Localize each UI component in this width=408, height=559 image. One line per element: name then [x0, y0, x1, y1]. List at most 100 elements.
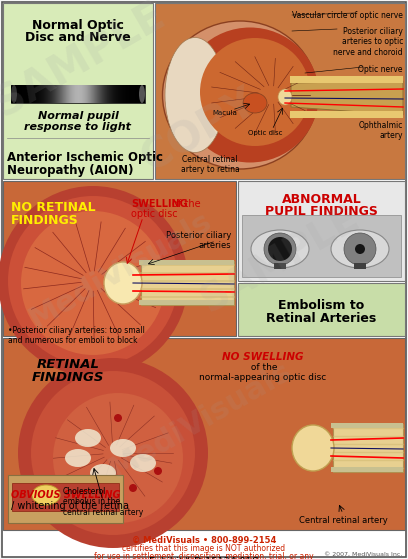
Text: RETINAL: RETINAL [36, 358, 100, 371]
Bar [50, 85, 51, 103]
Bar [77, 85, 78, 103]
Bar [73, 85, 74, 103]
Circle shape [129, 484, 137, 492]
Text: ABNORMAL: ABNORMAL [282, 193, 361, 206]
Ellipse shape [75, 429, 101, 447]
Bar [78, 85, 79, 103]
Text: COPY: COPY [135, 80, 266, 180]
Bar [95, 85, 96, 103]
Bar [136, 85, 137, 103]
Bar [32, 85, 33, 103]
Bar [40, 85, 41, 103]
Bar [25, 85, 26, 103]
Bar [139, 300, 234, 305]
Bar [274, 263, 286, 269]
Bar [53, 85, 54, 103]
Text: Posterior ciliary
arteries to optic
nerve and choroid: Posterior ciliary arteries to optic nerv… [333, 27, 403, 57]
Bar [331, 467, 403, 472]
Bar [57, 85, 58, 103]
Bar [80, 85, 81, 103]
Bar [3, 338, 405, 530]
Bar [242, 215, 401, 277]
Ellipse shape [200, 38, 310, 146]
Text: Retinal Arteries: Retinal Arteries [266, 312, 377, 325]
Bar [109, 85, 110, 103]
Bar [102, 85, 103, 103]
Bar [52, 85, 53, 103]
Bar [56, 85, 57, 103]
Bar [131, 85, 132, 103]
Ellipse shape [251, 230, 309, 268]
Bar [37, 85, 38, 103]
Bar [290, 111, 403, 118]
Bar [331, 423, 403, 428]
Text: MediVisuals: MediVisuals [24, 206, 217, 334]
Bar [97, 85, 98, 103]
Text: NO RETINAL: NO RETINAL [11, 201, 95, 214]
Bar [103, 85, 104, 103]
Bar [45, 85, 46, 103]
Bar [108, 85, 109, 103]
Polygon shape [333, 424, 403, 472]
Bar [113, 85, 114, 103]
Bar [119, 85, 120, 103]
Text: Vascular circle of optic nerve: Vascular circle of optic nerve [292, 11, 403, 20]
Bar [105, 85, 106, 103]
Ellipse shape [165, 37, 225, 153]
Bar [79, 85, 80, 103]
Bar [139, 85, 140, 103]
Bar [290, 76, 403, 83]
Bar [23, 85, 24, 103]
Bar [106, 85, 107, 103]
Bar [28, 85, 29, 103]
Bar [76, 85, 77, 103]
Bar [62, 85, 63, 103]
Bar [70, 85, 71, 103]
Bar [238, 181, 405, 281]
Bar [36, 85, 37, 103]
Bar [27, 85, 28, 103]
Text: Embolism to: Embolism to [278, 299, 365, 312]
Ellipse shape [278, 89, 292, 105]
Text: response to light: response to light [24, 122, 131, 132]
Bar [123, 85, 124, 103]
Bar [124, 85, 125, 103]
Bar [51, 85, 52, 103]
Bar [99, 85, 100, 103]
Bar [67, 85, 68, 103]
Bar [82, 85, 83, 103]
Bar [55, 85, 56, 103]
Bar [69, 85, 70, 103]
Bar [84, 85, 85, 103]
Circle shape [31, 371, 195, 535]
Circle shape [89, 489, 97, 497]
Bar [116, 85, 117, 103]
Bar [14, 85, 15, 103]
Text: Normal Optic: Normal Optic [32, 19, 124, 32]
Bar [138, 85, 139, 103]
Ellipse shape [181, 27, 319, 163]
Ellipse shape [11, 85, 17, 103]
Polygon shape [141, 261, 234, 305]
Bar [115, 85, 116, 103]
Bar [139, 260, 234, 265]
Text: Exhibit# D-15124-01G: Exhibit# D-15124-01G [149, 557, 259, 559]
Text: MediVisuals: MediVisuals [104, 356, 297, 484]
Bar [112, 85, 113, 103]
Text: Optic disc: Optic disc [248, 130, 282, 136]
Text: SAMPLE: SAMPLE [194, 200, 366, 321]
Bar [39, 85, 40, 103]
Bar [12, 85, 13, 103]
Circle shape [8, 196, 178, 366]
Bar [63, 85, 64, 103]
Bar [22, 85, 23, 103]
Bar [96, 85, 97, 103]
Circle shape [21, 211, 165, 355]
Text: Optic nerve: Optic nerve [359, 65, 403, 74]
Polygon shape [291, 81, 403, 115]
Circle shape [0, 186, 188, 376]
Bar [93, 85, 94, 103]
Bar [85, 85, 86, 103]
Bar [65, 85, 66, 103]
Ellipse shape [139, 85, 145, 103]
